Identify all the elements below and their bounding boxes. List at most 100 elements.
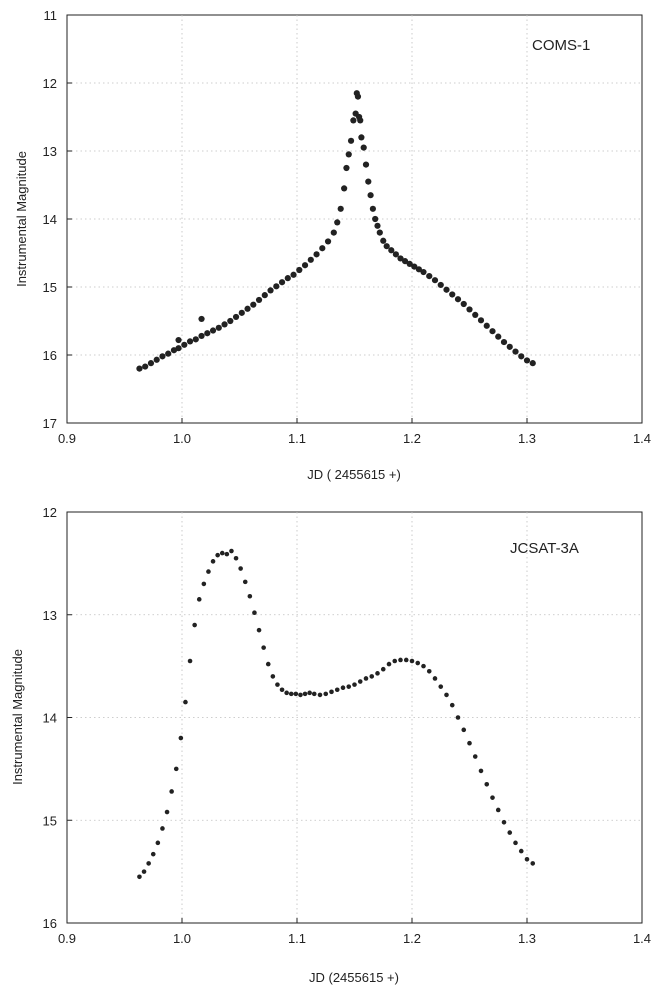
data-point: [164, 809, 170, 815]
x-tick-label: 1.1: [288, 431, 306, 446]
data-point: [169, 789, 174, 794]
data-point: [490, 795, 495, 800]
data-point: [372, 215, 379, 223]
data-point: [198, 315, 205, 323]
data-point: [232, 313, 240, 321]
data-point: [192, 336, 199, 343]
data-point: [201, 581, 207, 587]
data-point: [518, 848, 524, 854]
data-point: [150, 851, 156, 857]
data-point: [204, 330, 211, 337]
data-point: [290, 271, 297, 278]
data-point: [302, 691, 308, 697]
data-point: [367, 192, 374, 199]
data-point: [265, 661, 271, 667]
data-point: [402, 258, 409, 265]
data-point: [461, 727, 467, 733]
data-point: [380, 666, 386, 672]
data-point: [363, 676, 369, 681]
x-axis-label: JD (2455615 +): [309, 970, 399, 985]
chart-panel-coms-1: 0.9 1.0 1.1 1.2 1.3 1.4 11 12 13 14 15 16 17 COMS-1…: [14, 8, 651, 482]
data-point: [426, 668, 432, 674]
data-point: [301, 262, 309, 269]
y-tick-label: 13: [43, 144, 57, 159]
data-point: [350, 117, 357, 124]
y-tick-label: 16: [43, 916, 57, 931]
data-point: [472, 754, 478, 759]
data-point: [196, 597, 202, 602]
data-point: [454, 296, 462, 303]
data-point: [209, 327, 217, 334]
data-point: [261, 645, 266, 650]
data-point: [330, 229, 337, 236]
data-point: [323, 691, 329, 697]
data-point: [183, 699, 188, 705]
data-points: [136, 90, 536, 372]
data-point: [360, 144, 367, 151]
data-point: [443, 286, 450, 293]
data-point: [403, 657, 409, 663]
y-tick-label: 16: [43, 348, 57, 363]
y-tick-label: 14: [43, 212, 57, 227]
data-point: [319, 245, 326, 252]
data-point: [329, 689, 334, 695]
x-tick-label: 0.9: [58, 431, 76, 446]
x-tick-label: 1.0: [173, 931, 191, 946]
data-point: [500, 338, 508, 346]
y-ticks: 11 12 13 14 15 16 17: [43, 8, 72, 431]
data-point: [317, 692, 323, 698]
x-tick-label: 1.0: [173, 431, 191, 446]
data-point: [187, 658, 193, 664]
data-point: [250, 301, 257, 308]
data-point: [296, 266, 303, 274]
data-point: [173, 766, 179, 772]
data-point: [523, 357, 531, 364]
data-point: [483, 322, 490, 329]
data-point: [426, 273, 433, 280]
data-point: [529, 360, 536, 367]
data-point: [466, 306, 473, 313]
data-point: [341, 185, 348, 192]
data-point: [233, 555, 239, 561]
data-point: [507, 830, 513, 835]
data-point: [147, 360, 155, 367]
data-point: [142, 363, 149, 370]
data-point: [518, 353, 525, 360]
data-point: [221, 321, 228, 328]
data-point: [298, 692, 303, 698]
data-point: [530, 861, 536, 866]
data-point: [369, 674, 375, 679]
y-tick-label: 17: [43, 416, 57, 431]
data-point: [383, 243, 390, 250]
data-point: [307, 256, 314, 263]
data-point: [345, 151, 352, 158]
chart-annotation: JCSAT-3A: [510, 540, 579, 557]
data-point: [165, 350, 172, 357]
data-point: [175, 336, 182, 344]
data-point: [376, 229, 383, 236]
x-axis-label: JD ( 2455615 +): [307, 467, 401, 482]
data-point: [252, 610, 257, 615]
y-tick-label: 14: [43, 711, 57, 726]
data-point: [256, 627, 262, 633]
data-point: [449, 702, 455, 708]
x-tick-label: 1.4: [633, 931, 651, 946]
data-point: [337, 205, 344, 212]
y-axis-label: Instrumental Magnitude: [14, 151, 29, 287]
data-point: [472, 311, 479, 318]
data-point: [206, 569, 211, 574]
data-points: [137, 548, 536, 880]
data-point: [357, 679, 363, 684]
data-point: [284, 690, 289, 696]
gridlines: [67, 512, 642, 923]
data-point: [340, 685, 346, 691]
data-point: [224, 551, 230, 557]
data-point: [358, 134, 365, 141]
data-point: [409, 658, 415, 664]
data-point: [421, 663, 426, 669]
data-point: [159, 353, 166, 360]
data-point: [307, 690, 312, 696]
chart-annotation: COMS-1: [532, 37, 590, 54]
data-point: [270, 674, 276, 679]
